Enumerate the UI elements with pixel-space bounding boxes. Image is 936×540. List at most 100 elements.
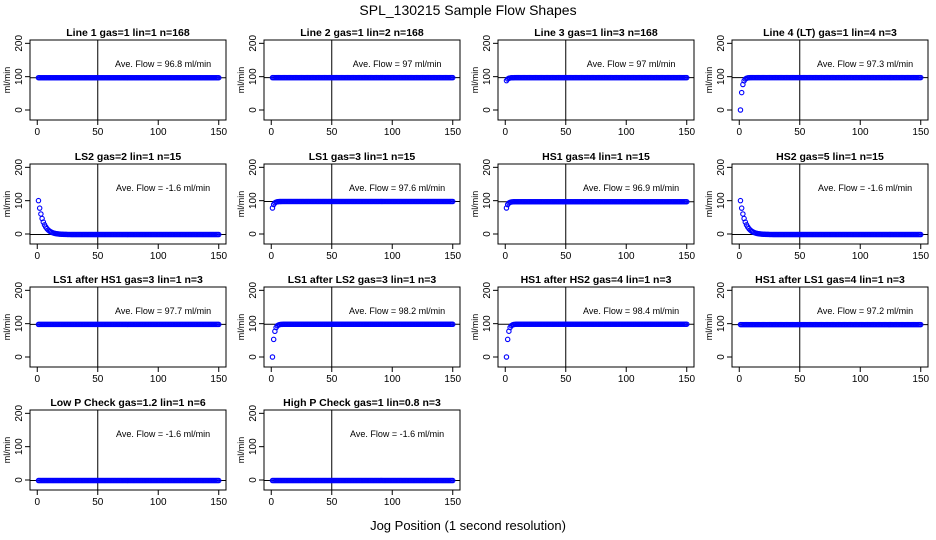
- panel-9-ylabel: ml/min: [2, 314, 12, 341]
- panel-2-ytick-label-200: 200: [248, 35, 259, 52]
- panel-14-avg-label: Ave. Flow = -1.6 ml/min: [350, 429, 444, 439]
- panel-14-xtick-label-50: 50: [326, 497, 338, 508]
- panel-4-ylabel: ml/min: [704, 67, 714, 94]
- panel-5-xtick-label-150: 150: [210, 251, 227, 262]
- panel-4-point-1: [737, 107, 744, 113]
- panel-5-ytick-label-200: 200: [14, 159, 25, 176]
- panel-4-title: Line 4 (LT) gas=1 lin=4 n=3: [763, 27, 897, 39]
- panel-13-ytick-label-100: 100: [14, 438, 25, 455]
- panel-6-frame: [263, 163, 461, 245]
- panel-1-point-150: [215, 74, 222, 81]
- panel-6-title: LS1 gas=3 lin=1 n=15: [309, 151, 416, 163]
- panel-10-frame: [263, 286, 461, 368]
- panel-12-avg-label: Ave. Flow = 97.2 ml/min: [817, 306, 913, 316]
- panel-14-title: High P Check gas=1 lin=0.8 n=3: [283, 397, 441, 409]
- panel-4-ytick-label-100: 100: [716, 68, 727, 85]
- panel-5-frame: [29, 163, 227, 245]
- panel-4-point-150: [917, 74, 924, 81]
- panel-2-frame: [263, 39, 461, 121]
- panel-11-ylabel: ml/min: [470, 314, 480, 341]
- panel-8-ytick-label-200: 200: [716, 159, 727, 176]
- panel-14-xtick-label-0: 0: [268, 497, 274, 508]
- panel-2-xtick-label-50: 50: [326, 127, 338, 138]
- panel-9-point-150: [215, 321, 222, 328]
- panel-5-ylabel: ml/min: [2, 191, 12, 218]
- panel-6-xtick-label-100: 100: [384, 251, 401, 262]
- panel-10-point-1: [269, 354, 276, 360]
- panel-11-ytick-label-100: 100: [482, 315, 493, 332]
- panel-2-xtick-label-0: 0: [268, 127, 274, 138]
- panel-3-frame: [497, 39, 695, 121]
- panel-11-title: HS1 after HS2 gas=4 lin=1 n=3: [521, 274, 672, 286]
- panel-8-ytick-label-100: 100: [716, 192, 727, 209]
- panel-2-title: Line 2 gas=1 lin=2 n=168: [300, 27, 424, 39]
- panel-14-xtick-label-150: 150: [444, 497, 461, 508]
- panel-14-ytick-label-100: 100: [248, 438, 259, 455]
- panel-8-point-1: [737, 197, 744, 204]
- panel-3-xtick-label-100: 100: [618, 127, 635, 138]
- panel-14-point-150: [449, 477, 456, 484]
- panel-1-title: Line 1 gas=1 lin=1 n=168: [66, 27, 190, 39]
- panel-2-ytick-label-0: 0: [248, 107, 259, 113]
- panel-12-ytick-label-0: 0: [716, 354, 727, 360]
- panel-10-xtick-label-150: 150: [444, 374, 461, 385]
- panel-4-xtick-label-150: 150: [912, 127, 929, 138]
- panel-13-ytick-label-0: 0: [14, 477, 25, 483]
- panel-2-point-150: [449, 74, 456, 81]
- panel-1-ytick-label-0: 0: [14, 107, 25, 113]
- panel-1-xtick-label-100: 100: [150, 127, 167, 138]
- panel-6-ytick-label-200: 200: [248, 159, 259, 176]
- panel-13-title: Low P Check gas=1.2 lin=1 n=6: [50, 397, 205, 409]
- panel-7-title: HS1 gas=4 lin=1 n=15: [542, 151, 650, 163]
- panel-8-frame: [731, 163, 929, 245]
- panel-11-point-150: [683, 321, 690, 327]
- panel-12-xtick-label-100: 100: [852, 374, 869, 385]
- panel-11-avg-label: Ave. Flow = 98.4 ml/min: [583, 306, 679, 316]
- panel-4-xtick-label-100: 100: [852, 127, 869, 138]
- panel-13-point-150: [215, 477, 222, 484]
- panel-3-ytick-label-100: 100: [482, 68, 493, 85]
- panel-6-xtick-label-0: 0: [268, 251, 274, 262]
- panel-8-point-150: [917, 231, 924, 238]
- panel-8-point-3: [740, 211, 746, 217]
- panel-11-xtick-label-50: 50: [560, 374, 572, 385]
- panel-11-point-1: [503, 354, 510, 360]
- panel-9-frame: [29, 286, 227, 368]
- panel-4-xtick-label-50: 50: [794, 127, 806, 138]
- panel-4-xtick-label-0: 0: [736, 127, 742, 138]
- panel-7-point-150: [683, 198, 690, 205]
- panel-1-xtick-label-150: 150: [210, 127, 227, 138]
- panel-6-xtick-label-150: 150: [444, 251, 461, 262]
- panel-6-ylabel: ml/min: [236, 191, 246, 218]
- panel-14-ytick-label-0: 0: [248, 477, 259, 483]
- panel-5-point-2: [36, 205, 43, 211]
- panel-3-ylabel: ml/min: [470, 67, 480, 94]
- panel-7-ytick-label-0: 0: [482, 231, 493, 237]
- panel-3-ytick-label-200: 200: [482, 35, 493, 52]
- panel-1-xtick-label-0: 0: [34, 127, 40, 138]
- panel-4-ytick-label-0: 0: [716, 107, 727, 113]
- panel-12-ytick-label-200: 200: [716, 282, 727, 299]
- panel-1-ytick-label-100: 100: [14, 68, 25, 85]
- panel-5-ytick-label-0: 0: [14, 231, 25, 237]
- panel-4-avg-label: Ave. Flow = 97.3 ml/min: [817, 59, 913, 69]
- panel-13-xtick-label-100: 100: [150, 497, 167, 508]
- panel-3-title: Line 3 gas=1 lin=3 n=168: [534, 27, 658, 39]
- panel-9-ytick-label-200: 200: [14, 282, 25, 299]
- panel-6-xtick-label-50: 50: [326, 251, 338, 262]
- panel-13-ytick-label-200: 200: [14, 405, 25, 422]
- panel-11-xtick-label-100: 100: [618, 374, 635, 385]
- panel-8-xtick-label-150: 150: [912, 251, 929, 262]
- panel-3-ytick-label-0: 0: [482, 107, 493, 113]
- panel-7-xtick-label-0: 0: [502, 251, 508, 262]
- panel-7-ylabel: ml/min: [470, 191, 480, 218]
- panel-14-ytick-label-200: 200: [248, 405, 259, 422]
- panel-7-ytick-label-100: 100: [482, 192, 493, 209]
- panel-8-xtick-label-50: 50: [794, 251, 806, 262]
- panel-8-xtick-label-100: 100: [852, 251, 869, 262]
- panel-12-frame: [731, 286, 929, 368]
- panel-2-ytick-label-100: 100: [248, 68, 259, 85]
- panel-13-avg-label: Ave. Flow = -1.6 ml/min: [116, 429, 210, 439]
- panel-5-title: LS2 gas=2 lin=1 n=15: [75, 151, 182, 163]
